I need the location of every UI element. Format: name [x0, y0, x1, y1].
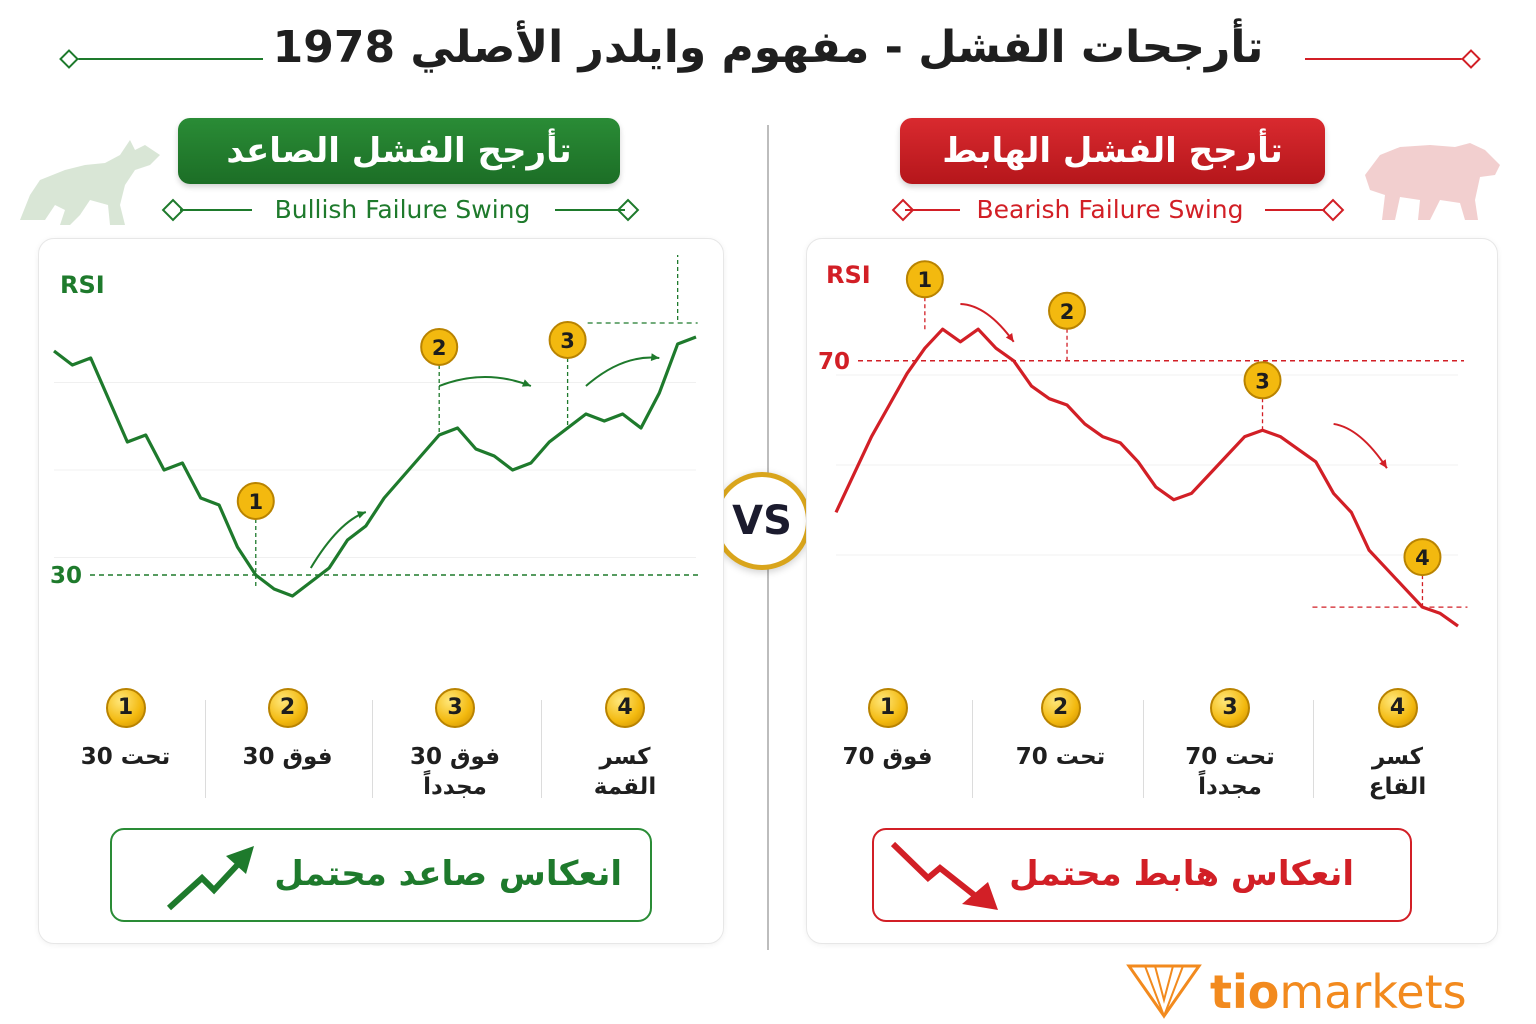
step-label: تحت 70 مجدداً: [1185, 744, 1275, 800]
vs-badge: VS: [713, 472, 811, 570]
trend-down-arrow-icon: [890, 841, 998, 910]
direction-arrow: [438, 376, 532, 387]
step-label: كسر القمة: [593, 744, 657, 800]
marker-badge: [420, 328, 459, 366]
marker-badge: [1048, 291, 1087, 330]
marker-badge: [1243, 361, 1282, 400]
marker-badge: [236, 482, 275, 520]
bearish-step-3: 3 تحت 70 مجدداً: [1165, 688, 1295, 802]
step-label: فوق 30 مجدداً: [409, 744, 501, 800]
bearish-step-4: 4 كسر القاع: [1350, 688, 1445, 802]
marker-number: 4: [1415, 546, 1430, 570]
marker-badge: [548, 321, 587, 359]
title-line-right: [1305, 58, 1470, 60]
page-title: تأرجحات الفشل - مفهوم وايلدر الأصلي 1978: [272, 22, 1264, 73]
bullish-step-2: 2 فوق 30: [210, 688, 365, 772]
step-number-badge: 1: [867, 688, 908, 728]
step-number-badge: 4: [1377, 688, 1418, 728]
bearish-result-box: انعكاس هابط محتمل: [872, 828, 1412, 922]
arrow-head: [1005, 332, 1014, 342]
step-label: فوق 70: [842, 744, 933, 770]
direction-arrow: [960, 302, 1015, 343]
bullish-step-3: 3 فوق 30 مجدداً: [395, 688, 515, 802]
bearish-step-2: 2 تحت 70: [983, 688, 1138, 772]
brand-logo-text: tiomarkets: [1210, 965, 1467, 1019]
bearish-rsi-chart: RSI 70 1 2 3 4: [818, 260, 1468, 628]
bullish-step-4: 4 كسر القمة: [575, 688, 675, 802]
subtitle-line: [555, 209, 625, 211]
ornament-icon: [1321, 198, 1345, 222]
step-number-badge: 1: [105, 688, 146, 728]
step-separator: [1313, 700, 1314, 798]
direction-arrow: [309, 511, 367, 569]
bullish-card: [38, 238, 724, 944]
subtitle-line: [180, 209, 252, 211]
step-number-badge: 3: [435, 688, 475, 728]
step-separator: [972, 700, 973, 798]
trend-up-arrow-icon: [166, 846, 254, 911]
step-number-badge: 2: [267, 688, 308, 728]
marker-number: 3: [1255, 369, 1270, 393]
step-number-badge: 2: [1040, 688, 1081, 728]
rsi-axis-label: RSI: [826, 261, 871, 289]
step-separator: [1143, 700, 1144, 798]
bullish-result-text: انعكاس صاعد محتمل: [274, 854, 622, 894]
arrow-head: [356, 511, 366, 519]
bearish-heading: تأرجح الفشل الهابط: [900, 118, 1325, 184]
bearish-step-1: 1 فوق 70: [810, 688, 965, 772]
step-separator: [541, 700, 542, 798]
ornament-icon: [891, 198, 915, 222]
bullish-step-1: 1 تحت 30: [48, 688, 203, 772]
bearish-subtitle: Bearish Failure Swing: [976, 195, 1244, 224]
bearish-result-text: انعكاس هابط محتمل: [1009, 854, 1354, 894]
bullish-heading: تأرجح الفشل الصاعد: [178, 118, 620, 184]
marker-badge: [1403, 538, 1442, 577]
bull-icon: [20, 140, 160, 225]
bullish-rsi-chart: RSI301234: [50, 255, 702, 598]
direction-arrow: [1333, 422, 1388, 469]
bullish-result-box: انعكاس صاعد محتمل: [110, 828, 652, 922]
step-separator: [205, 700, 206, 798]
step-separator: [372, 700, 373, 798]
bear-icon: [1365, 143, 1500, 220]
step-number-badge: 3: [1210, 688, 1250, 728]
arrow-head: [650, 353, 660, 362]
title-line-left: [68, 58, 263, 60]
arrow-head: [521, 379, 531, 387]
direction-arrow: [585, 356, 660, 387]
rsi-axis-label: RSI: [60, 271, 105, 299]
marker-number: 2: [432, 336, 447, 360]
arrow-head: [1379, 459, 1387, 469]
rsi-series-line: [53, 335, 697, 598]
step-label: تحت 70: [1015, 744, 1106, 770]
marker-number: 1: [918, 268, 933, 292]
step-label: فوق 30: [242, 744, 333, 770]
marker-badge: [905, 260, 944, 299]
bullish-subtitle: Bullish Failure Swing: [274, 195, 531, 224]
step-label: تحت 30: [80, 744, 171, 770]
reference-line-label: 70: [818, 349, 850, 375]
marker-number: 2: [1060, 300, 1075, 324]
reference-line-label: 30: [50, 563, 82, 589]
ornament-icon: [616, 198, 640, 222]
subtitle-line: [1265, 209, 1325, 211]
subtitle-line: [905, 209, 960, 211]
step-label: كسر القاع: [1368, 744, 1427, 800]
rsi-series-line: [834, 327, 1459, 628]
marker-number: 3: [560, 329, 575, 353]
marker-number: 1: [248, 490, 263, 514]
tiomarkets-logo-icon: [1126, 964, 1202, 1019]
step-number-badge: 4: [605, 688, 645, 728]
